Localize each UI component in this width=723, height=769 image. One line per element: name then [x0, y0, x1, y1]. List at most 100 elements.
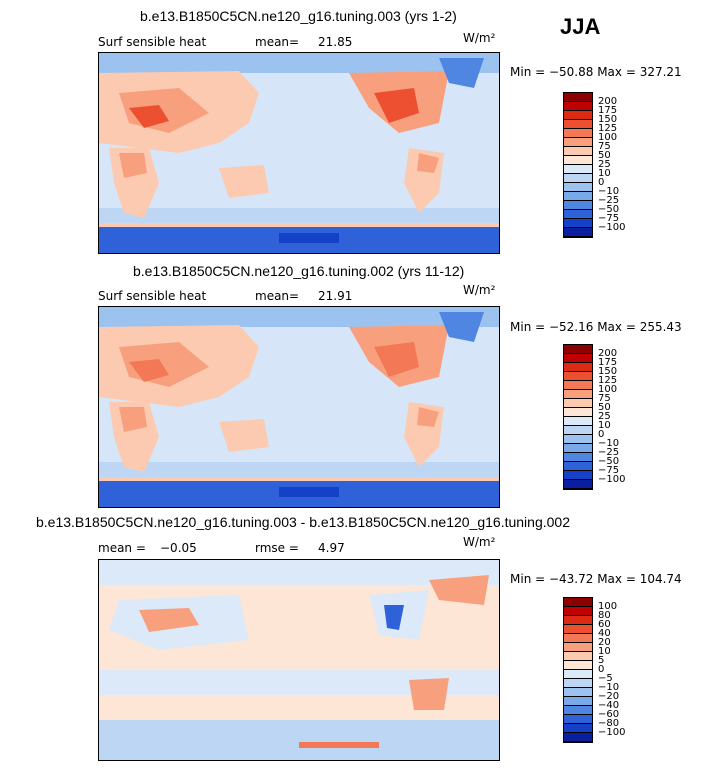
panel2-colorbar-swatch: [564, 444, 592, 453]
panel3-colorbar-swatch: [564, 697, 592, 706]
panel1-mean-value: 21.85: [318, 35, 353, 49]
panel2-colorbar-swatch: [564, 345, 592, 354]
panel2-units: W/m²: [463, 283, 496, 297]
panel1-colorbar-labels-tick: 25: [598, 159, 611, 170]
panel2-colorbar-swatch: [564, 426, 592, 435]
panel2-colorbar-labels-tick: 10: [598, 420, 611, 431]
panel1-colorbar-labels-tick: −100: [598, 222, 626, 233]
panel3-colorbar-swatch: [564, 715, 592, 724]
panel1-colorbar-swatch: [564, 183, 592, 192]
panel3-colorbar-labels-tick: −20: [598, 691, 620, 702]
panel3-colorbar-labels-tick: 80: [598, 610, 611, 621]
panel1-colorbar-swatch: [564, 228, 592, 237]
panel2-colorbar-labels-tick: 50: [598, 402, 611, 413]
panel1-colorbar-labels-tick: −75: [598, 213, 620, 224]
panel1-colorbar-swatch: [564, 165, 592, 174]
panel2-colorbar-labels-tick: 175: [598, 357, 618, 368]
panel2-colorbar-swatch: [564, 354, 592, 363]
panel2-colorbar-labels-tick: −100: [598, 474, 626, 485]
panel1-colorbar-swatch: [564, 156, 592, 165]
panel3-colorbar-swatch: [564, 679, 592, 688]
panel2-colorbar-swatch: [564, 363, 592, 372]
panel2-colorbar: [563, 344, 593, 490]
panel3-colorbar-labels-tick: 20: [598, 637, 611, 648]
panel2-colorbar-labels-tick: 100: [598, 384, 618, 395]
panel3-title: b.e13.B1850C5CN.ne120_g16.tuning.003 - b…: [36, 514, 570, 530]
panel3-rmse-label: rmse =: [255, 541, 299, 555]
panel2-colorbar-labels-tick: −50: [598, 456, 620, 467]
panel1-colorbar-labels-tick: 200: [598, 96, 618, 107]
panel2-colorbar-swatch: [564, 408, 592, 417]
panel1-colorbar-labels: 200 175 150 125 100 75 50 25 10 0 −10 −25 −50 −75 −100: [598, 96, 626, 233]
panel2-colorbar-swatch: [564, 390, 592, 399]
panel2-map: [98, 306, 500, 508]
panel2-colorbar-labels-tick: 125: [598, 375, 618, 386]
panel2-variable: Surf sensible heat: [98, 289, 207, 303]
panel1-minmax: Min = −50.88 Max = 327.21: [510, 65, 682, 79]
panel3-colorbar-labels-tick: 5: [598, 655, 605, 666]
panel3-colorbar-labels-tick: 60: [598, 619, 611, 630]
panel3-colorbar-swatch: [564, 607, 592, 616]
panel1-colorbar-swatch: [564, 102, 592, 111]
panel1-colorbar-labels-tick: 50: [598, 150, 611, 161]
panel1-colorbar-swatch: [564, 174, 592, 183]
panel2-mean-label: mean=: [255, 289, 300, 303]
panel3-colorbar-labels-tick: −60: [598, 709, 620, 720]
season-label: JJA: [560, 14, 601, 39]
panel1-title: b.e13.B1850C5CN.ne120_g16.tuning.003 (yr…: [140, 8, 457, 24]
panel3-colorbar-swatch: [564, 625, 592, 634]
panel3-colorbar-labels-tick: −10: [598, 682, 620, 693]
panel3-colorbar-swatch: [564, 598, 592, 607]
panel1-colorbar-swatch: [564, 210, 592, 219]
panel2-colorbar-swatch: [564, 462, 592, 471]
panel3-colorbar-swatch: [564, 724, 592, 733]
panel3-colorbar-labels-tick: 100: [598, 601, 618, 612]
panel3-colorbar-labels-tick: −5: [598, 673, 613, 684]
panel1-units: W/m²: [463, 31, 496, 45]
panel2-colorbar-swatch: [564, 471, 592, 480]
panel3-colorbar-labels: 100 80 60 40 20 10 5 0 −5 −10 −20 −40 −60 −80 −100: [598, 601, 625, 738]
panel2-colorbar-labels-tick: −25: [598, 447, 620, 458]
panel1-colorbar-labels-tick: 0: [598, 177, 605, 188]
panel3-colorbar-labels-tick: 0: [598, 664, 605, 675]
panel3-map-field: [99, 560, 499, 760]
panel3-colorbar-swatch: [564, 670, 592, 679]
panel1-colorbar-swatch: [564, 147, 592, 156]
panel3-colorbar: [563, 597, 593, 743]
panel2-colorbar-swatch: [564, 381, 592, 390]
panel3-colorbar-swatch: [564, 733, 592, 742]
panel3-colorbar-swatch: [564, 652, 592, 661]
panel1-colorbar-swatch: [564, 111, 592, 120]
panel1-colorbar: [563, 92, 593, 238]
panel2-minmax: Min = −52.16 Max = 255.43: [510, 320, 682, 334]
panel1-colorbar-labels-tick: 175: [598, 105, 618, 116]
panel2-title: b.e13.B1850C5CN.ne120_g16.tuning.002 (yr…: [133, 263, 465, 279]
panel3-mean-label: mean =: [98, 541, 146, 555]
panel3-colorbar-labels-tick: −80: [598, 718, 620, 729]
panel3-colorbar-swatch: [564, 706, 592, 715]
panel2-colorbar-labels-tick: 0: [598, 429, 605, 440]
panel1-colorbar-labels-tick: −50: [598, 204, 620, 215]
panel3-minmax: Min = −43.72 Max = 104.74: [510, 572, 682, 586]
panel1-colorbar-swatch: [564, 192, 592, 201]
panel1-colorbar-swatch: [564, 219, 592, 228]
panel3-colorbar-labels-tick: −40: [598, 700, 620, 711]
panel2-colorbar-swatch: [564, 417, 592, 426]
panel1-colorbar-labels-tick: 100: [598, 132, 618, 143]
panel2-colorbar-labels-tick: −75: [598, 465, 620, 476]
panel3-colorbar-swatch: [564, 661, 592, 670]
panel2-colorbar-labels-tick: 25: [598, 411, 611, 422]
panel3-colorbar-swatch: [564, 616, 592, 625]
panel2-colorbar-swatch: [564, 453, 592, 462]
panel3-colorbar-labels-tick: 40: [598, 628, 611, 639]
panel1-colorbar-labels-tick: 10: [598, 168, 611, 179]
panel1-mean-label: mean=: [255, 35, 300, 49]
panel3-colorbar-swatch: [564, 643, 592, 652]
panel1-variable: Surf sensible heat: [98, 35, 207, 49]
panel2-colorbar-swatch: [564, 399, 592, 408]
panel3-map: [98, 559, 500, 761]
panel1-colorbar-swatch: [564, 120, 592, 129]
panel2-colorbar-labels-tick: 75: [598, 393, 611, 404]
panel1-colorbar-swatch: [564, 138, 592, 147]
panel1-colorbar-labels-tick: 125: [598, 123, 618, 134]
